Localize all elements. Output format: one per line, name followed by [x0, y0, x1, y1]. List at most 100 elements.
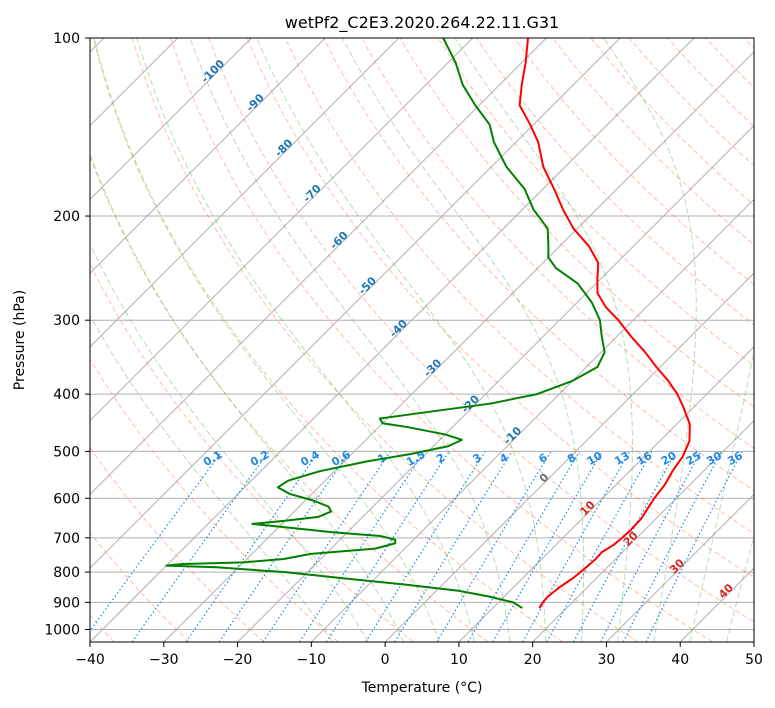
dewpoint-line — [165, 38, 606, 609]
y-tick-label: 200 — [53, 209, 80, 225]
chart-title: wetPf2_C2E3.2020.264.22.11.G31 — [285, 13, 559, 33]
mixing-ratio-line — [546, 451, 653, 642]
grid-lines — [90, 38, 754, 642]
isotherm-line — [90, 38, 474, 422]
dry-adiabat — [284, 38, 754, 535]
y-tick-label: 800 — [53, 565, 80, 581]
isotherm-line — [90, 38, 400, 348]
isotherm-line — [237, 124, 754, 642]
isotherm-label: -10 — [501, 424, 524, 447]
x-tick-label: −10 — [297, 652, 327, 668]
isotherm-line — [679, 567, 754, 642]
dry-adiabat — [90, 531, 190, 642]
dry-adiabats — [90, 38, 754, 642]
dry-adiabat — [628, 38, 754, 167]
dry-adiabat — [90, 446, 265, 642]
moist-adiabat — [341, 38, 585, 642]
y-tick-label: 300 — [53, 313, 80, 329]
y-tick-label: 500 — [53, 444, 80, 460]
dry-adiabat — [743, 38, 754, 49]
dry-adiabat — [475, 38, 754, 326]
moist-adiabat — [90, 152, 404, 642]
isotherm-line — [90, 38, 621, 569]
mixing-ratio-line — [299, 451, 425, 642]
isotherm-line — [163, 51, 754, 642]
x-tick-label: 30 — [598, 652, 616, 668]
dry-adiabat — [90, 358, 339, 642]
mixing-ratio-line — [90, 451, 223, 632]
x-axis-title: Temperature (°C) — [361, 680, 483, 696]
x-tick-label: 0 — [381, 652, 390, 668]
mixing-ratio-line — [262, 451, 392, 642]
isotherm-line — [310, 198, 754, 642]
dry-adiabat — [90, 262, 414, 642]
dry-adiabat — [322, 38, 754, 492]
mixing-ratio-label: 2 — [434, 451, 447, 466]
y-tick-label: 600 — [53, 491, 80, 507]
mixing-ratio-line — [325, 451, 450, 642]
mixing-ratio-line — [522, 451, 631, 642]
mixing-ratio-label: 3 — [471, 451, 484, 466]
x-tick-label: 10 — [450, 652, 468, 668]
mixing-ratio-line — [394, 451, 513, 642]
x-tick-label: 20 — [524, 652, 542, 668]
isotherm-label: -80 — [272, 136, 295, 159]
moist-adiabat — [90, 314, 333, 642]
dry-adiabat — [552, 38, 754, 246]
dry-adiabat — [361, 38, 754, 450]
x-tick-label: −20 — [223, 652, 253, 668]
dry-adiabat — [93, 38, 564, 642]
dry-adiabat — [208, 38, 754, 623]
temperature-line — [518, 38, 691, 609]
mixing-ratio-line — [645, 451, 743, 642]
y-tick-label: 400 — [53, 387, 80, 403]
mixing-ratio-line — [218, 451, 351, 642]
moist-adiabat — [603, 38, 697, 642]
plot-frame — [89, 37, 755, 643]
isotherm-label: -90 — [244, 91, 267, 114]
dry-adiabat — [131, 38, 639, 642]
isotherm-line — [606, 493, 754, 642]
x-tick-label: −40 — [75, 652, 105, 668]
y-tick-label: 900 — [53, 595, 80, 611]
dry-adiabat — [90, 155, 489, 642]
theta-label: 10 — [578, 498, 598, 518]
y-tick-label: 1000 — [44, 622, 80, 638]
theta-label: 40 — [716, 581, 736, 601]
mixing-ratio-line — [436, 451, 552, 642]
moist-adiabat — [689, 349, 754, 642]
isotherm-label: -30 — [421, 356, 444, 379]
isotherm-line — [90, 38, 547, 496]
isotherm-line — [458, 346, 754, 642]
dry-adiabat — [170, 38, 713, 642]
mixing-ratio-line — [185, 451, 320, 642]
isotherm-line — [90, 38, 695, 642]
dry-adiabat — [666, 38, 754, 128]
plot-area: -100-90-80-70-60-50-40-30-20-10 01020304… — [90, 38, 754, 642]
isotherm-label: -100 — [199, 57, 228, 86]
isotherm-line — [384, 272, 754, 642]
mixing-ratio-line — [622, 451, 722, 642]
isotherm-label: -20 — [459, 392, 482, 415]
mixing-ratio-label: 4 — [497, 451, 510, 466]
moist-adiabat — [256, 38, 547, 642]
moist-adiabats — [90, 38, 754, 642]
mixing-ratio-lines — [90, 451, 743, 642]
isotherm-line — [532, 419, 754, 642]
data-series — [165, 38, 691, 609]
mixing-ratio-line — [573, 451, 677, 642]
isotherm-label: -60 — [327, 229, 350, 252]
theta-label: 30 — [667, 556, 687, 576]
isotherm-label: -70 — [301, 182, 324, 205]
moist-adiabat — [454, 38, 633, 642]
isotherm-line — [753, 641, 754, 642]
dry-adiabat — [705, 38, 754, 89]
mixing-ratio-line — [131, 451, 270, 642]
x-tick-label: 50 — [745, 652, 763, 668]
dry-adiabat — [590, 38, 754, 206]
moist-adiabat — [92, 38, 440, 642]
x-axis-ticks: −40 −30 −20 −10 0 10 20 30 40 50 — [75, 642, 763, 668]
mixing-ratio-label: 6 — [536, 451, 549, 466]
y-tick-label: 700 — [53, 531, 80, 547]
